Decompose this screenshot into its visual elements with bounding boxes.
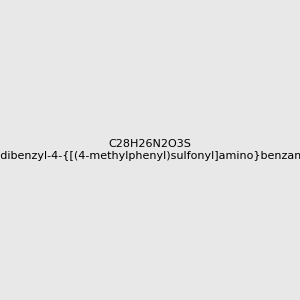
Text: C28H26N2O3S
N,N-dibenzyl-4-{[(4-methylphenyl)sulfonyl]amino}benzamide: C28H26N2O3S N,N-dibenzyl-4-{[(4-methylph… — [0, 139, 300, 161]
